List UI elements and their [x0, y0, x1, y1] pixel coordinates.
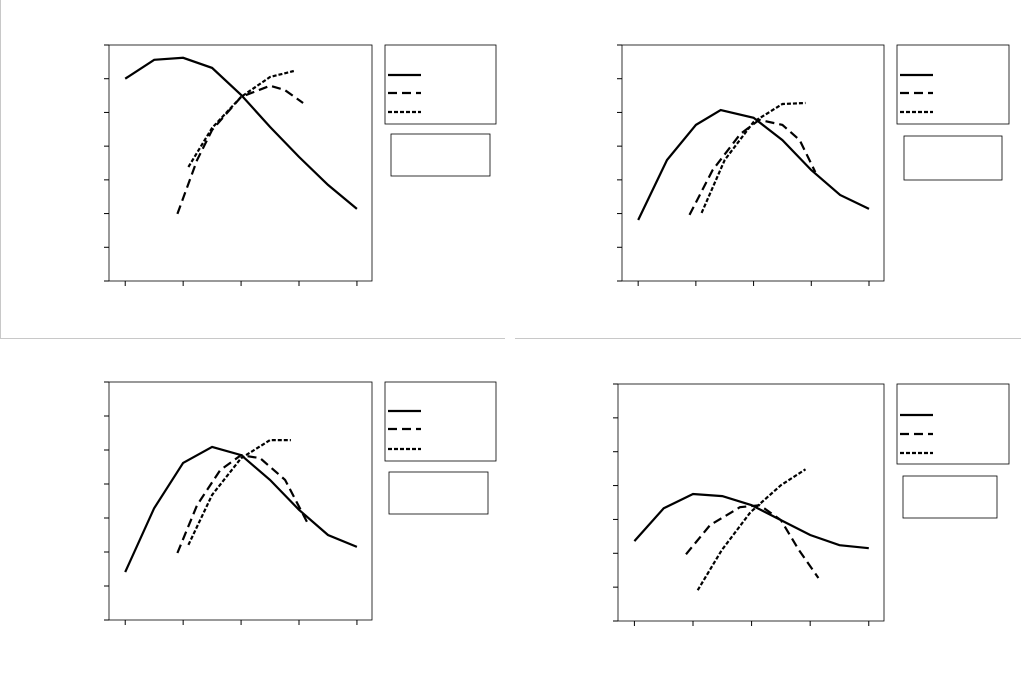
legend: [384, 44, 497, 125]
legend-box: [388, 471, 489, 515]
legend-box: [903, 135, 1003, 181]
plot-area: [108, 381, 373, 621]
plot-area: [108, 44, 373, 282]
line: [637, 108, 870, 221]
line: [700, 101, 806, 214]
line: [176, 453, 309, 554]
legend: [896, 383, 1010, 465]
line: [688, 118, 817, 216]
line: [124, 56, 358, 210]
legend-box: [902, 475, 998, 519]
line: [633, 492, 869, 550]
legend-box: [390, 133, 491, 177]
plot-area: [617, 383, 885, 622]
line: [685, 504, 820, 579]
line: [124, 445, 358, 573]
line: [187, 69, 295, 168]
plot-area: [621, 44, 885, 282]
line: [176, 84, 304, 215]
line: [187, 439, 291, 546]
legend: [384, 381, 497, 462]
legend: [896, 44, 1010, 125]
line: [696, 468, 807, 591]
